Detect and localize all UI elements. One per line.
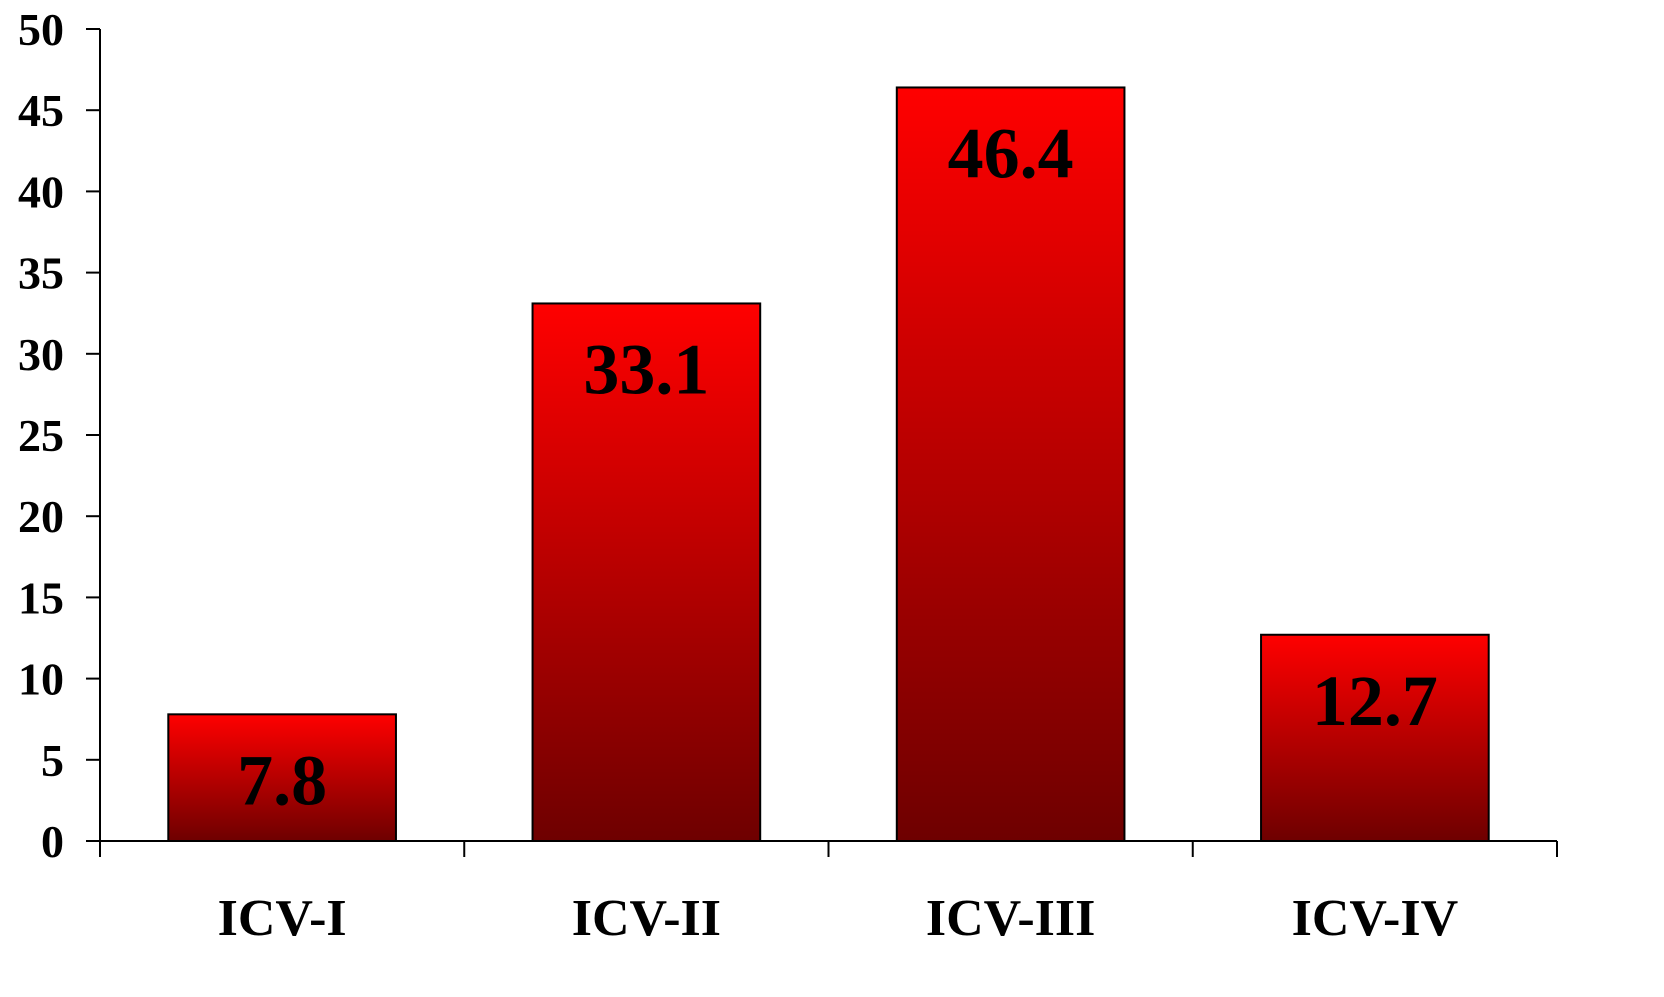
y-tick-label: 15 <box>18 572 64 623</box>
data-label-icv-ii: 33.1 <box>583 329 709 409</box>
data-label-icv-iv: 12.7 <box>1312 661 1438 741</box>
y-tick-label: 50 <box>18 4 64 55</box>
x-tick-label-icv-ii: ICV-II <box>572 890 721 947</box>
labels: 7.8 33.1 46.4 12.7 0 5 10 15 20 25 30 35 40 45 50 ICV-I… <box>18 4 1458 947</box>
y-tick-label: 40 <box>18 166 64 217</box>
data-label-icv-iii: 46.4 <box>948 113 1074 193</box>
y-tick-label: 10 <box>18 654 64 705</box>
y-tick-label: 5 <box>41 735 64 786</box>
bar-icv-i <box>167 713 397 842</box>
axes <box>86 28 1558 857</box>
x-tick-label-icv-iv: ICV-IV <box>1292 890 1459 947</box>
bars <box>167 86 1490 843</box>
bar-icv-ii <box>531 302 762 842</box>
y-tick-label: 25 <box>18 410 64 461</box>
bar-icv-iv <box>1260 633 1490 843</box>
y-tick-label: 45 <box>18 85 64 136</box>
y-tick-label: 35 <box>18 248 64 299</box>
y-tick-label: 30 <box>18 329 64 380</box>
y-tick-label: 0 <box>41 816 64 867</box>
bar-icv-iii <box>895 86 1126 843</box>
y-tick-label: 20 <box>18 491 64 542</box>
x-tick-label-icv-iii: ICV-III <box>926 890 1096 947</box>
data-label-icv-i: 7.8 <box>237 740 327 820</box>
x-tick-label-icv-i: ICV-I <box>218 890 347 947</box>
